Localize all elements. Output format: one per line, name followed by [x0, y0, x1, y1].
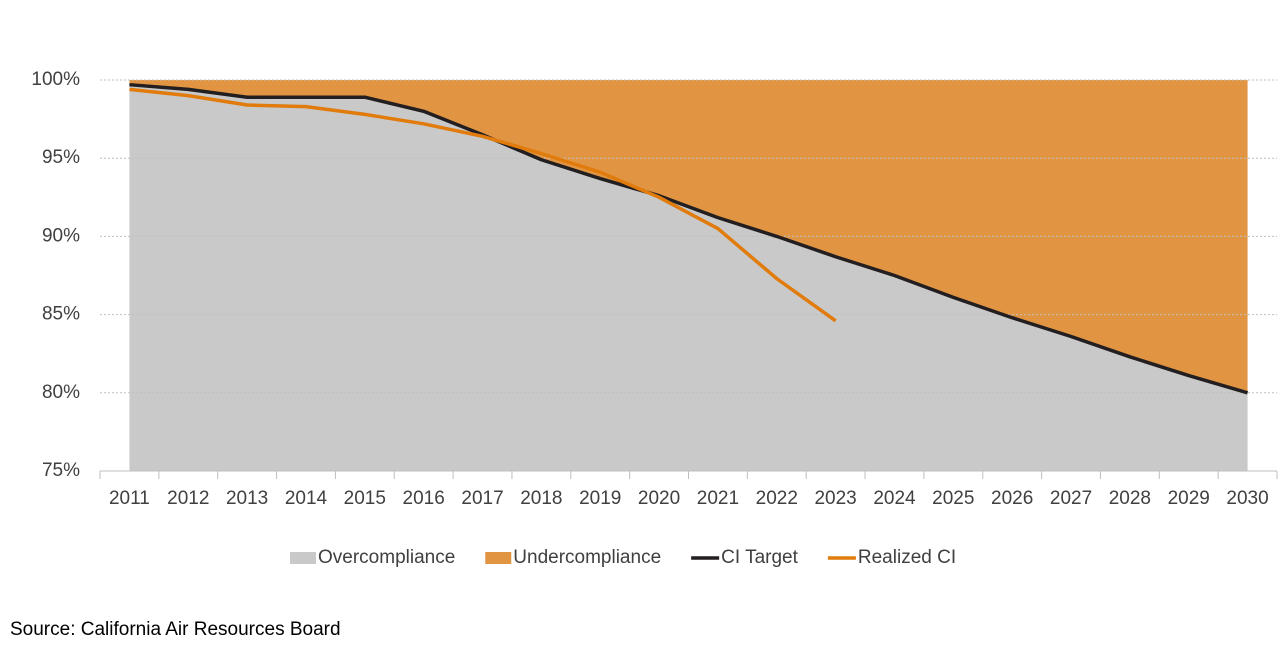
- x-tick-label: 2013: [226, 488, 268, 509]
- y-tick-label: 85%: [42, 304, 80, 325]
- x-tick-label: 2012: [167, 488, 209, 509]
- grid: [100, 79, 1277, 394]
- x-tick-label: 2022: [756, 488, 798, 509]
- x-tick-label: 2016: [403, 488, 445, 509]
- y-tick-label: 90%: [42, 225, 80, 246]
- legend-label: CI Target: [721, 547, 798, 568]
- line: [129, 87, 837, 323]
- x-tick-label: 2026: [991, 488, 1033, 509]
- y-tick-label: 100%: [31, 69, 80, 90]
- legend-swatch: [290, 552, 316, 564]
- x-tick-label: 2020: [638, 488, 680, 509]
- y-tick-label: 80%: [42, 382, 80, 403]
- x-tick-label: 2029: [1168, 488, 1210, 509]
- x-tick-label: 2030: [1226, 488, 1268, 509]
- legend-swatch: [485, 552, 512, 564]
- x-tick-label: 2024: [873, 488, 916, 509]
- y-tick-label: 75%: [42, 460, 80, 481]
- source-note: Source: California Air Resources Board: [10, 619, 341, 640]
- x-tick-label: 2027: [1050, 488, 1092, 509]
- x-tick-label: 2014: [285, 488, 328, 509]
- x-tick-label: 2018: [520, 488, 562, 509]
- x-tick-label: 2025: [932, 488, 974, 509]
- y-tick-label: 95%: [42, 147, 80, 168]
- legend-label: Undercompliance: [513, 547, 661, 568]
- line: [129, 82, 1249, 395]
- area: [129, 84, 1248, 471]
- x-tick-label: 2023: [814, 488, 856, 509]
- x-tick-label: 2021: [697, 488, 739, 509]
- x-tick-label: 2028: [1109, 488, 1151, 509]
- x-tick-label: 2011: [109, 488, 150, 509]
- x-tick-label: 2019: [579, 488, 621, 509]
- x-tick-label: 2015: [344, 488, 386, 509]
- x-tick-label: 2017: [461, 488, 503, 509]
- legend-label: Realized CI: [858, 547, 956, 568]
- legend-label: Overcompliance: [318, 547, 455, 568]
- areas: [129, 80, 1248, 471]
- lines: [129, 82, 1249, 395]
